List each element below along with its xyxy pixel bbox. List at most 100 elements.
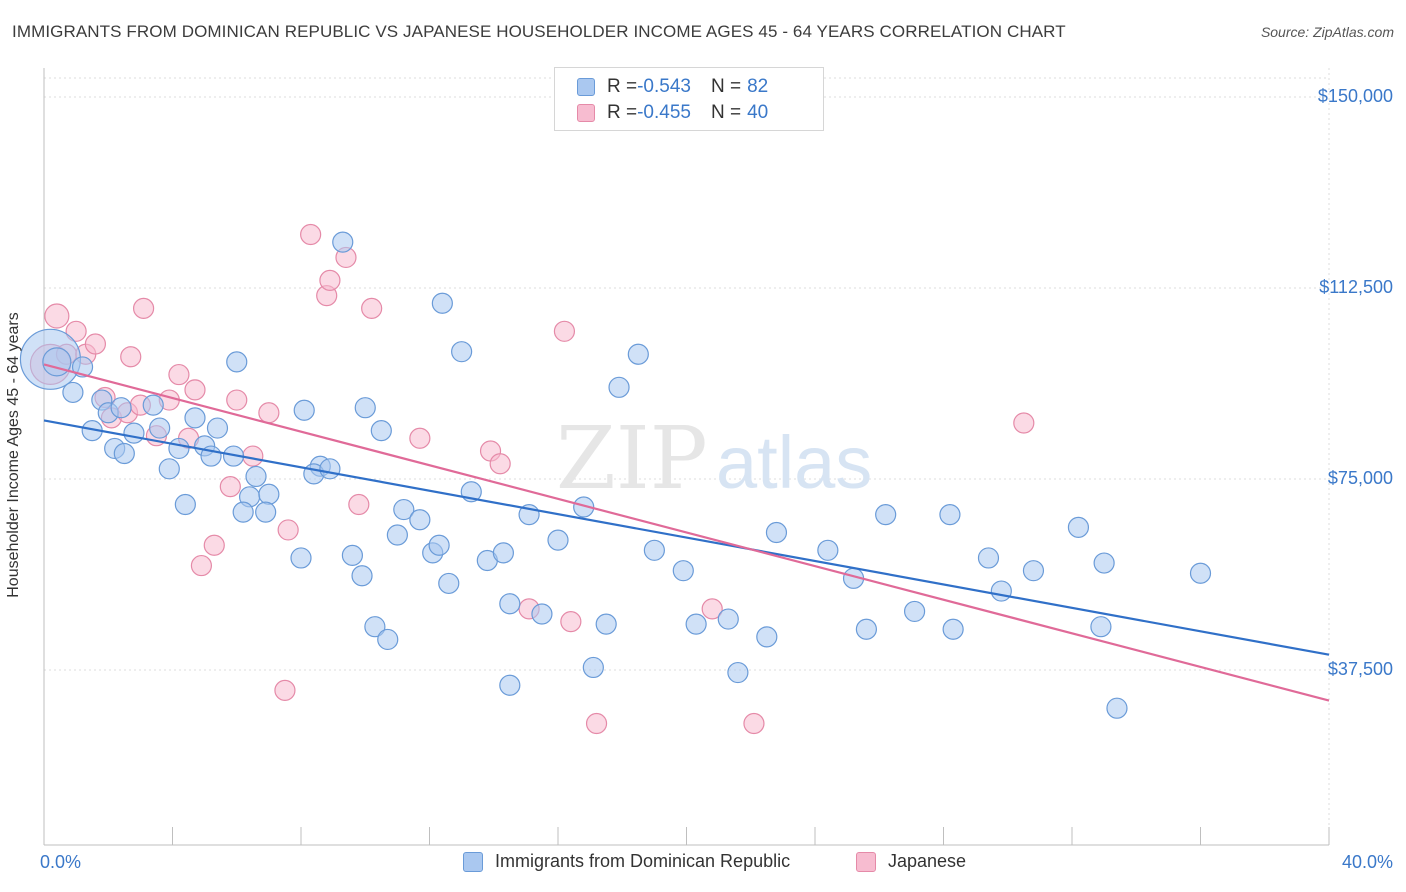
dominican-point (582, 656, 604, 679)
series-dominican-points (19, 231, 1212, 719)
dominican-point (158, 458, 180, 480)
trend-line-japanese (43, 363, 1330, 702)
dominican-point (643, 539, 665, 561)
dominican-point (428, 534, 450, 556)
series-swatch-dominican (463, 851, 483, 872)
y-tick-label: $37,500 (1327, 659, 1393, 679)
dominican-point (875, 504, 897, 526)
dominican-point (123, 422, 145, 444)
japanese-point (701, 598, 723, 620)
y-tick-label: $150,000 (1317, 86, 1393, 106)
dominican-point (438, 572, 460, 595)
dominican-point (364, 616, 386, 638)
dominican-point (939, 504, 961, 526)
legend-r-value: -0.543 (637, 76, 691, 97)
dominican-point (206, 417, 229, 439)
dominican-point (685, 613, 707, 635)
japanese-point (132, 297, 155, 319)
japanese-point (585, 712, 608, 735)
legend-swatch-japanese (577, 104, 595, 122)
grid-lines (44, 68, 1330, 845)
series-legend-dominican[interactable]: Immigrants from Dominican Republic (463, 851, 790, 872)
dominican-point (110, 397, 132, 419)
x-tick-label: 40.0% (1341, 852, 1393, 872)
watermark: ZIP atlas (556, 409, 872, 509)
japanese-point (120, 346, 142, 368)
dominican-point (393, 498, 415, 521)
dominican-point (354, 397, 376, 419)
dominican-point (258, 483, 280, 505)
dominican-point (1090, 616, 1112, 638)
dominican-point (756, 626, 778, 648)
japanese-point (168, 363, 190, 386)
dominican-point (672, 560, 694, 582)
trend-line-dominican (43, 419, 1330, 656)
dominican-point (332, 231, 354, 253)
dominican-point (142, 394, 164, 416)
chart-title: IMMIGRANTS FROM DOMINICAN REPUBLIC VS JA… (12, 22, 1066, 41)
source-credit: Source: ZipAtlas.com (1260, 24, 1394, 40)
dominican-point (531, 603, 553, 625)
japanese-point (184, 379, 206, 401)
japanese-point (553, 320, 576, 342)
japanese-point (277, 519, 299, 541)
dominican-point (1093, 552, 1115, 574)
dominican-point (341, 544, 363, 567)
dominican-point (245, 465, 267, 488)
dominican-point (71, 356, 94, 378)
dominican-point (431, 292, 453, 314)
series-legend-japanese[interactable]: Japanese (856, 851, 966, 872)
dominican-point (451, 341, 473, 363)
dominican-point (232, 501, 254, 523)
legend-n-label: N = (710, 76, 742, 97)
dominican-point (386, 524, 408, 546)
legend-n-label: N = (710, 102, 742, 123)
x-tick-label: 0.0% (40, 852, 82, 872)
japanese-point (319, 269, 341, 291)
dominican-point (1189, 562, 1212, 584)
japanese-point (743, 712, 765, 735)
dominican-point (492, 542, 514, 564)
dominican-point (149, 417, 171, 439)
dominican-point (1022, 560, 1045, 582)
dominican-point (319, 458, 341, 480)
trend-lines (43, 363, 1330, 702)
japanese-point (226, 389, 248, 411)
dominican-point (942, 618, 964, 640)
dominican-point (595, 613, 617, 635)
legend-r-label: R = (607, 76, 638, 97)
dominican-point (290, 547, 312, 569)
dominican-point (608, 376, 630, 398)
japanese-point (348, 493, 370, 516)
series-name-japanese: Japanese (888, 851, 967, 871)
japanese-point (242, 445, 264, 467)
dominican-point (174, 493, 196, 516)
japanese-point (300, 223, 322, 246)
japanese-point (203, 534, 225, 556)
japanese-point (258, 402, 280, 424)
dominican-point (817, 539, 839, 561)
dominican-point (499, 674, 521, 696)
dominican-point (1106, 697, 1128, 719)
y-tick-label: $75,000 (1327, 468, 1393, 488)
japanese-point (84, 333, 107, 355)
correlation-legend: R = -0.543 N = 82 R = -0.455 N = 40 (554, 67, 824, 131)
japanese-point (409, 427, 431, 449)
legend-r-value: -0.455 (637, 102, 691, 123)
dominican-point (113, 442, 135, 465)
dominican-point (351, 565, 373, 587)
dominican-point (1067, 516, 1090, 538)
dominican-point (184, 407, 206, 429)
japanese-point (1013, 412, 1035, 434)
japanese-point (560, 611, 582, 633)
japanese-point (190, 554, 213, 577)
japanese-point (219, 476, 241, 498)
dominican-point (627, 343, 649, 365)
watermark-zip: ZIP (556, 409, 708, 509)
dominican-point (990, 580, 1012, 602)
dominican-point (255, 501, 277, 523)
dominican-point (62, 381, 84, 404)
japanese-point (274, 679, 296, 701)
dominican-point (42, 347, 72, 377)
